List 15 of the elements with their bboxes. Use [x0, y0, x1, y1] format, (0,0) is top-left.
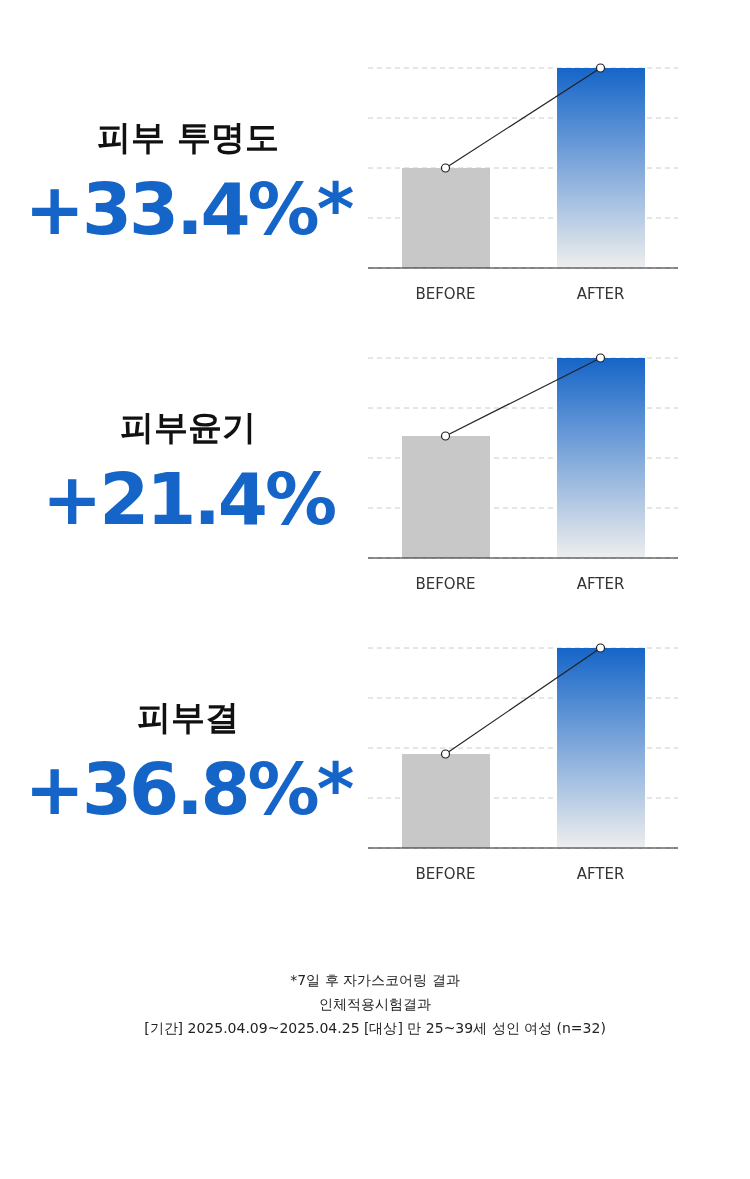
text: 피부결	[136, 696, 240, 739]
x-tick-label: BEFORE	[415, 864, 476, 883]
text: +21.4%	[40, 457, 336, 541]
text: *7일 후 자가스코어링 결과	[289, 971, 461, 990]
text: 피부윤기	[119, 406, 257, 449]
x-tick-label: BEFORE	[415, 284, 476, 303]
text: +36.8%*	[23, 747, 353, 831]
text: [기간] 2025.04.09~2025.04.25 [대상] 만 25~39세 성인 여성 (n=32)	[143, 1019, 607, 1038]
text: +33.4%*	[23, 167, 353, 251]
x-tick-label: AFTER	[576, 574, 625, 593]
text: 인체적용시험결과	[318, 995, 432, 1014]
x-tick-label: AFTER	[576, 864, 625, 883]
x-tick-label: BEFORE	[415, 574, 476, 593]
text: 피부 투명도	[96, 116, 280, 159]
x-tick-label: AFTER	[576, 284, 625, 303]
